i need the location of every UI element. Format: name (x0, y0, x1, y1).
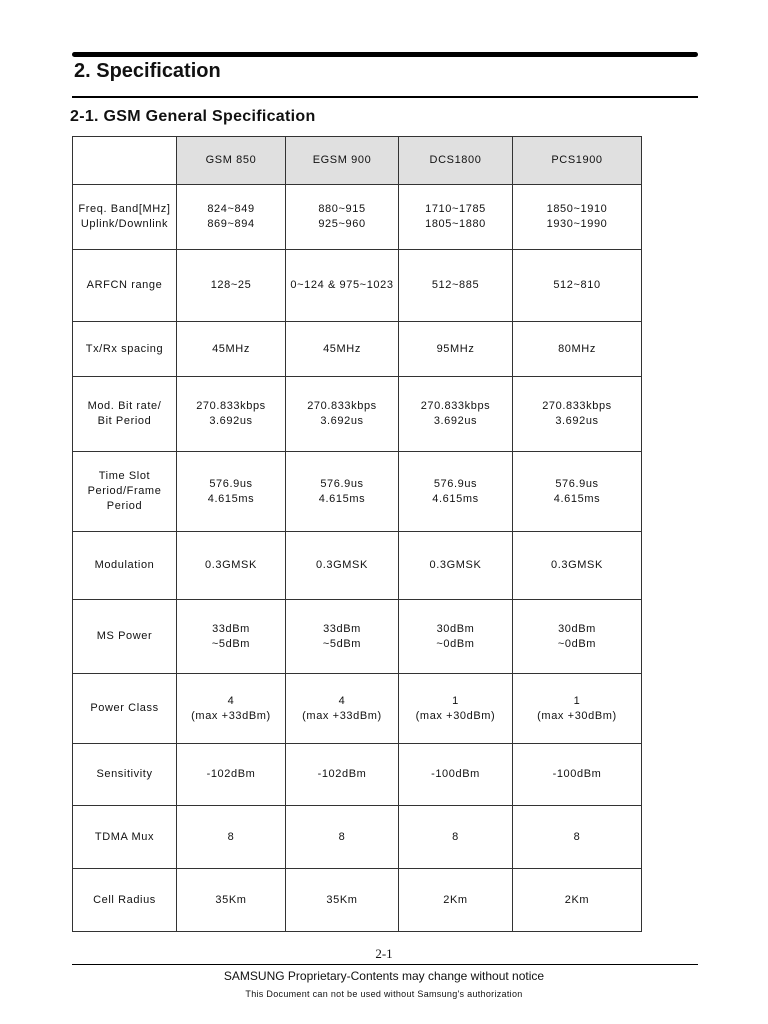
table-cell: 270.833kbps 3.692us (398, 376, 513, 452)
table-cell: 33dBm ~5dBm (176, 599, 286, 674)
table-cell: 576.9us 4.615ms (512, 451, 642, 532)
column-header: GSM 850 (176, 136, 286, 185)
table-cell: 95MHz (398, 321, 513, 377)
table-cell: 1850~1910 1930~1990 (512, 184, 642, 250)
table-cell: -102dBm (285, 743, 399, 806)
table-cell: 270.833kbps 3.692us (512, 376, 642, 452)
table-row: Cell Radius 35Km 35Km 2Km 2Km (72, 868, 642, 932)
table-cell: 0.3GMSK (176, 531, 286, 600)
table-cell: -102dBm (176, 743, 286, 806)
table-cell: 8 (285, 805, 399, 869)
table-cell: -100dBm (512, 743, 642, 806)
table-cell: 270.833kbps 3.692us (285, 376, 399, 452)
table-row: Sensitivity -102dBm -102dBm -100dBm -100dBm (72, 743, 642, 806)
row-label: ARFCN range (72, 249, 177, 322)
row-label: Time Slot Period/Frame Period (72, 451, 177, 532)
row-label: Sensitivity (72, 743, 177, 806)
column-header: EGSM 900 (285, 136, 399, 185)
table-cell: 576.9us 4.615ms (398, 451, 513, 532)
footer-rule (72, 964, 698, 965)
table-cell: 4 (max +33dBm) (176, 673, 286, 744)
column-header: DCS1800 (398, 136, 513, 185)
table-cell: 824~849 869~894 (176, 184, 286, 250)
page-title: 2. Specification (74, 60, 221, 82)
row-label: MS Power (72, 599, 177, 674)
column-header: PCS1900 (512, 136, 642, 185)
table-cell: 512~810 (512, 249, 642, 322)
table-cell: 30dBm ~0dBm (398, 599, 513, 674)
row-label: Mod. Bit rate/ Bit Period (72, 376, 177, 452)
table-cell: 880~915 925~960 (285, 184, 399, 250)
table-cell: 45MHz (176, 321, 286, 377)
table-row: Time Slot Period/Frame Period 576.9us 4.6… (72, 451, 642, 532)
page-number: 2-1 (375, 946, 393, 961)
row-label: Tx/Rx spacing (72, 321, 177, 377)
table-header-row: GSM 850 EGSM 900 DCS1800 PCS1900 (72, 136, 642, 185)
table-cell: 30dBm ~0dBm (512, 599, 642, 674)
row-label: Modulation (72, 531, 177, 600)
table-cell: 0.3GMSK (285, 531, 399, 600)
table-cell: -100dBm (398, 743, 513, 806)
table-cell: 8 (398, 805, 513, 869)
table-row: TDMA Mux 8 8 8 8 (72, 805, 642, 869)
table-cell: 35Km (176, 868, 286, 932)
table-cell: 1 (max +30dBm) (512, 673, 642, 744)
column-header (72, 136, 177, 185)
table-cell: 512~885 (398, 249, 513, 322)
table-cell: 1710~1785 1805~1880 (398, 184, 513, 250)
table-cell: 2Km (512, 868, 642, 932)
table-cell: 0.3GMSK (398, 531, 513, 600)
section-title: 2-1. GSM General Specification (70, 108, 316, 125)
footer-authorization: This Document can not be used without Sa… (245, 989, 523, 999)
table-cell: 2Km (398, 868, 513, 932)
row-label: TDMA Mux (72, 805, 177, 869)
table-cell: 45MHz (285, 321, 399, 377)
table-cell: 4 (max +33dBm) (285, 673, 399, 744)
table-cell: 8 (176, 805, 286, 869)
table-cell: 33dBm ~5dBm (285, 599, 399, 674)
table-cell: 128~25 (176, 249, 286, 322)
table-cell: 0.3GMSK (512, 531, 642, 600)
spec-table: GSM 850 EGSM 900 DCS1800 PCS1900 Freq. Band[… (72, 136, 642, 932)
top-rule (72, 52, 698, 57)
table-row: Freq. Band[MHz] Uplink/Downlink 824~849 8… (72, 184, 642, 250)
table-cell: 8 (512, 805, 642, 869)
row-label: Freq. Band[MHz] Uplink/Downlink (72, 184, 177, 250)
table-cell: 35Km (285, 868, 399, 932)
table-cell: 270.833kbps 3.692us (176, 376, 286, 452)
table-row: Power Class 4 (max +33dBm) 4 (max +33dBm) 1… (72, 673, 642, 744)
row-label: Cell Radius (72, 868, 177, 932)
table-cell: 576.9us 4.615ms (285, 451, 399, 532)
table-row: ARFCN range 128~25 0~124 & 975~1023 512~885… (72, 249, 642, 322)
table-cell: 1 (max +30dBm) (398, 673, 513, 744)
table-row: Modulation 0.3GMSK 0.3GMSK 0.3GMSK 0.3GMSK (72, 531, 642, 600)
table-row: MS Power 33dBm ~5dBm 33dBm ~5dBm 30dBm ~0dB… (72, 599, 642, 674)
footer-notice: SAMSUNG Proprietary-Contents may change … (223, 969, 545, 983)
table-cell: 0~124 & 975~1023 (285, 249, 399, 322)
table-row: Mod. Bit rate/ Bit Period 270.833kbps 3.6… (72, 376, 642, 452)
table-cell: 80MHz (512, 321, 642, 377)
row-label: Power Class (72, 673, 177, 744)
title-rule (72, 96, 698, 98)
table-cell: 576.9us 4.615ms (176, 451, 286, 532)
table-row: Tx/Rx spacing 45MHz 45MHz 95MHz 80MHz (72, 321, 642, 377)
